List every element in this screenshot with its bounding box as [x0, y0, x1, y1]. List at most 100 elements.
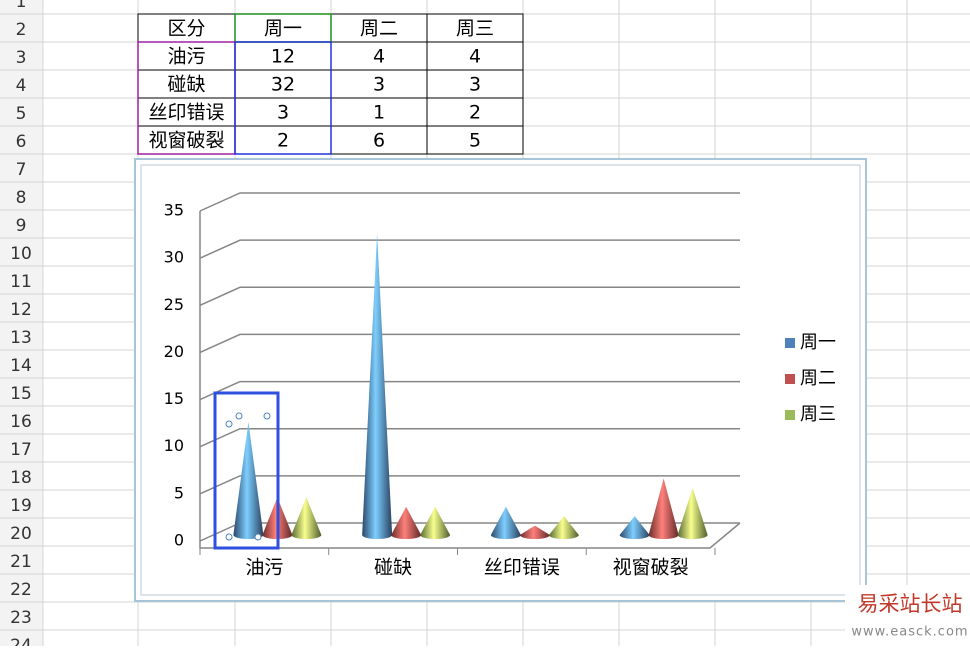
table-text: 3	[469, 74, 481, 96]
row-number: 22	[10, 580, 32, 600]
row-number: 20	[10, 524, 32, 544]
table-cell	[330, 41, 428, 71]
cone	[420, 506, 451, 539]
watermark-bg	[845, 585, 970, 646]
row-number: 21	[10, 552, 32, 572]
cone	[548, 516, 579, 539]
table-text: 周二	[360, 18, 398, 40]
cone	[291, 497, 322, 539]
table-cell	[330, 69, 428, 99]
table-text: 4	[373, 46, 385, 68]
selection-handle	[225, 420, 233, 428]
legend-label: 周二	[800, 368, 836, 389]
row-number: 9	[16, 216, 27, 236]
y-tick-label: 30	[164, 248, 184, 267]
table-text: 3	[277, 102, 289, 124]
table-text: 视窗破裂	[148, 130, 224, 152]
table-text: 5	[469, 130, 481, 152]
row-number: 8	[16, 188, 27, 208]
grid-line	[199, 427, 740, 448]
table-text: 2	[277, 130, 289, 152]
y-tick-label: 35	[164, 201, 184, 220]
x-tick-label: 碰缺	[374, 557, 412, 579]
grid-line	[199, 475, 740, 495]
table-text: 32	[271, 74, 295, 96]
row-number: 14	[10, 356, 32, 376]
x-tick-label: 视窗破裂	[613, 557, 689, 579]
row-number: 24	[10, 636, 32, 646]
table-cell	[137, 125, 236, 155]
grid-line	[199, 333, 740, 354]
selection-handle	[225, 533, 233, 541]
x-tick-label: 油污	[245, 557, 283, 579]
watermark-title: 易采站长站	[858, 592, 963, 616]
grid-line	[199, 192, 740, 212]
y-tick-label: 25	[164, 295, 184, 314]
table-text: 12	[271, 46, 295, 68]
table-cell	[137, 97, 236, 127]
table-text: 6	[373, 130, 385, 152]
grid-line	[199, 380, 740, 401]
table-text: 油污	[167, 46, 205, 68]
legend-swatch	[785, 374, 795, 384]
legend-label: 周三	[800, 404, 836, 425]
row-number: 12	[10, 300, 32, 320]
cone	[391, 506, 422, 539]
selection-box	[213, 391, 280, 550]
table-text: 4	[469, 46, 481, 68]
table-text: 2	[469, 102, 481, 124]
row-header-bg	[0, 0, 43, 646]
legend-swatch	[785, 410, 795, 420]
y-tick-label: 10	[164, 436, 184, 455]
y-tick-label: 15	[164, 389, 184, 408]
table-cell	[426, 69, 524, 99]
row-number: 15	[10, 384, 32, 404]
table-text: 丝印错误	[148, 102, 224, 124]
table-text: 3	[373, 74, 385, 96]
legend-label: 周一	[800, 332, 836, 353]
x-tick-label: 丝印错误	[484, 557, 560, 579]
row-number: 2	[16, 20, 27, 40]
selection-handle	[254, 533, 262, 541]
legend-swatch	[785, 338, 795, 348]
cone	[677, 487, 708, 539]
table-text: 区分	[167, 18, 205, 40]
cone	[619, 516, 650, 539]
row-number: 16	[10, 412, 32, 432]
row-number: 1	[16, 0, 27, 12]
table-text: 碰缺	[167, 74, 205, 96]
chart-floor	[199, 522, 741, 549]
cone	[490, 506, 521, 539]
row-number: 18	[10, 468, 32, 488]
row-number: 11	[10, 272, 32, 292]
cone	[362, 233, 393, 540]
selection-handle	[263, 412, 271, 420]
row-number: 17	[10, 440, 32, 460]
row-number: 13	[10, 328, 32, 348]
cone	[519, 525, 550, 539]
watermark-url: www.easck.com	[851, 625, 968, 640]
cone	[648, 478, 679, 539]
table-cell	[330, 125, 428, 155]
y-tick-label: 20	[164, 342, 184, 361]
table-text: 周一	[264, 18, 302, 40]
row-number: 23	[10, 608, 32, 628]
grid-line	[199, 286, 740, 306]
table-cell	[426, 13, 524, 43]
row-number: 6	[16, 132, 27, 152]
selection-handle	[235, 412, 243, 420]
row-number: 10	[10, 244, 32, 264]
row-number: 19	[10, 496, 32, 516]
row-number: 5	[16, 104, 27, 124]
table-text: 1	[373, 102, 385, 124]
table-cell	[234, 69, 332, 99]
grid-line	[199, 239, 740, 259]
table-cell	[137, 41, 236, 71]
row-number: 4	[16, 76, 27, 96]
table-text: 周三	[456, 18, 494, 40]
table-cell	[426, 41, 524, 71]
row-number: 7	[16, 160, 27, 180]
range-highlight	[234, 41, 332, 155]
